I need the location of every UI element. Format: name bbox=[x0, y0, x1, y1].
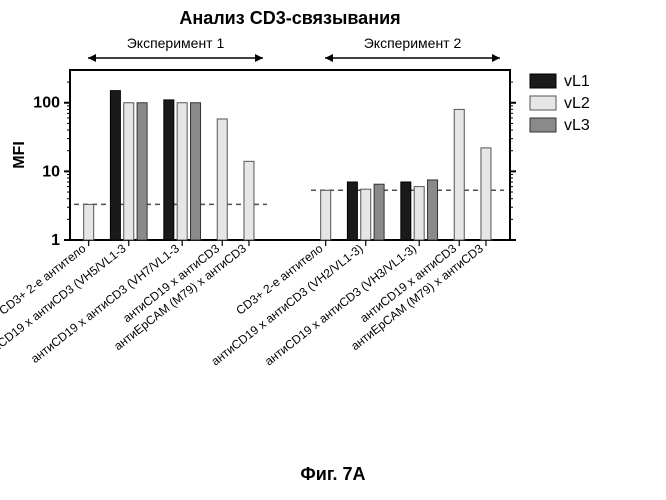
bar bbox=[321, 190, 331, 240]
bar bbox=[191, 103, 201, 240]
bar bbox=[177, 103, 187, 240]
legend-label: vL1 bbox=[564, 73, 590, 90]
legend-swatch bbox=[530, 118, 556, 132]
bar bbox=[110, 91, 120, 240]
bar bbox=[481, 148, 491, 240]
figure-caption: Фиг. 7A bbox=[300, 464, 365, 484]
bar bbox=[414, 187, 424, 240]
bar bbox=[124, 103, 134, 240]
bar bbox=[244, 161, 254, 240]
bar bbox=[84, 204, 94, 240]
panel-label: Эксперимент 2 bbox=[364, 35, 462, 51]
chart-title: Анализ CD3-связывания bbox=[179, 8, 400, 28]
legend-swatch bbox=[530, 96, 556, 110]
bar bbox=[361, 189, 371, 240]
y-tick-label: 1 bbox=[51, 232, 60, 249]
bar bbox=[428, 180, 438, 240]
axes-box bbox=[70, 70, 510, 240]
bar bbox=[401, 182, 411, 240]
x-tick-label: антиEpCAM (M79) x антиCD3 bbox=[348, 241, 486, 353]
cd3-binding-chart: 1 10 100 MFI Анализ CD3-связывания Эксперимен… bbox=[0, 0, 666, 500]
bar bbox=[137, 103, 147, 240]
bar bbox=[347, 182, 357, 240]
bar bbox=[374, 184, 384, 240]
y-tick-label: 100 bbox=[33, 95, 60, 112]
legend-swatch bbox=[530, 74, 556, 88]
bar bbox=[164, 100, 174, 240]
x-tick-label: антиEpCAM (M79) x антиCD3 bbox=[111, 241, 249, 353]
bar bbox=[217, 119, 227, 240]
panel-label: Эксперимент 1 bbox=[127, 35, 225, 51]
bar bbox=[454, 109, 464, 240]
y-tick-label: 10 bbox=[42, 163, 60, 180]
legend-label: vL3 bbox=[564, 117, 590, 134]
y-axis-label: MFI bbox=[11, 141, 28, 169]
legend-label: vL2 bbox=[564, 95, 590, 112]
